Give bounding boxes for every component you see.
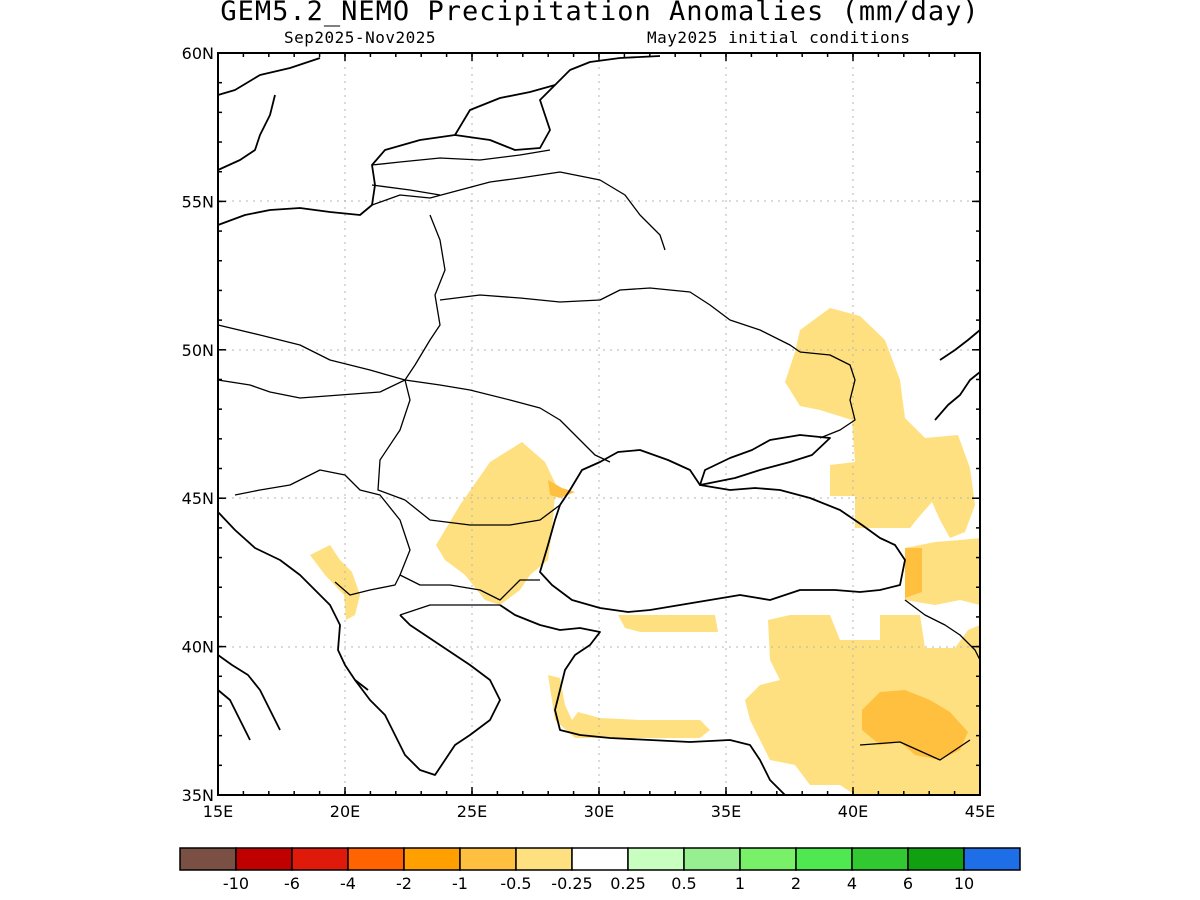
colorbar-swatch	[235, 847, 293, 871]
lon-tick-label: 25E	[457, 802, 487, 821]
anomaly-area-russia-east	[785, 308, 975, 538]
anomaly-area-caucasus	[905, 538, 980, 605]
lon-tick-label: 40E	[838, 802, 868, 821]
baltic-coast	[217, 55, 661, 226]
lon-tick-label: 45E	[965, 802, 995, 821]
border-turkey-east	[859, 599, 981, 761]
colorbar-label: -2	[396, 874, 412, 893]
colorbar-label: 1	[735, 874, 745, 893]
axis-ticks	[217, 52, 981, 796]
border-romania-moldova	[404, 379, 611, 463]
colorbar-swatch	[403, 847, 461, 871]
colorbar-swatch	[907, 847, 965, 871]
border-hungary	[217, 324, 411, 501]
colorbar-label: -0.5	[500, 874, 531, 893]
lat-tick-label: 35N	[182, 786, 214, 805]
initial-conditions: May2025 initial conditions	[647, 28, 911, 47]
forecast-period: Sep2025-Nov2025	[284, 28, 436, 47]
lat-tick-label: 45N	[182, 489, 214, 508]
coastlines	[217, 55, 981, 796]
colorbar-swatch	[571, 847, 629, 871]
longitude-axis: 15E 20E 25E 30E 35E 40E 45E	[203, 802, 995, 821]
colorbar-label: 0.25	[610, 874, 646, 893]
colorbar-label: 6	[903, 874, 913, 893]
border-poland-east	[404, 214, 446, 381]
lat-tick-label: 55N	[182, 192, 214, 211]
border-belarus-north	[371, 171, 666, 251]
colorbar-label: -6	[284, 874, 300, 893]
colorbar-swatch	[347, 847, 405, 871]
italy-coast	[217, 654, 281, 741]
colorbar-label: 0.5	[671, 874, 696, 893]
border-russia-ukraine	[799, 351, 856, 439]
anomaly-area-anatolia-north	[618, 615, 718, 632]
adriatic-coast	[217, 511, 369, 691]
lon-tick-label: 20E	[330, 802, 360, 821]
lon-tick-label: 30E	[584, 802, 614, 821]
border-bulgaria	[399, 574, 540, 616]
colorbar-swatch	[291, 847, 349, 871]
anomaly-core-caucasus	[905, 548, 922, 598]
colorbar-swatch	[851, 847, 909, 871]
colorbar-label: -10	[223, 874, 249, 893]
anomaly-area-turkey-east	[745, 615, 980, 795]
greece-coast	[354, 614, 501, 776]
gridlines	[218, 53, 980, 795]
colorbar-swatch	[683, 847, 741, 871]
border-slovakia-czech	[217, 379, 406, 399]
colorbar	[179, 847, 1021, 871]
colorbar-swatch	[963, 847, 1021, 871]
lat-tick-label: 60N	[182, 44, 214, 63]
colorbar-swatch	[515, 847, 573, 871]
lon-tick-label: 15E	[203, 802, 233, 821]
lat-tick-label: 50N	[182, 341, 214, 360]
colorbar-swatch	[179, 847, 237, 871]
colorbar-swatch	[795, 847, 853, 871]
anomaly-area-anatolia-south	[548, 675, 710, 738]
lon-tick-label: 35E	[711, 802, 741, 821]
colorbar-label: -4	[340, 874, 356, 893]
colorbar-labels: -10 -6 -4 -2 -1 -0.5 -0.25 0.25 0.5 1 2 4 6 10	[223, 874, 974, 893]
colorbar-swatch	[627, 847, 685, 871]
colorbar-label: 2	[791, 874, 801, 893]
colorbar-swatch	[459, 847, 517, 871]
anomaly-area-balkans-romania	[436, 442, 556, 605]
black-sea-coast	[539, 449, 906, 613]
lat-tick-label: 40N	[182, 638, 214, 657]
caspian-coast	[934, 329, 981, 421]
border-romania-south	[404, 499, 561, 526]
colorbar-label: -1	[452, 874, 468, 893]
colorbar-label: 10	[954, 874, 974, 893]
border-latvia-estonia	[371, 149, 551, 196]
latitude-axis: 35N 40N 45N 50N 55N 60N	[182, 44, 214, 805]
map-title: GEM5.2_NEMO Precipitation Anomalies (mm/…	[220, 0, 980, 27]
scandinavia-coast	[217, 57, 321, 171]
border-ukraine-north	[439, 287, 801, 353]
border-balkans	[234, 469, 411, 596]
borders	[217, 149, 981, 761]
colorbar-label: 4	[847, 874, 857, 893]
colorbar-swatch	[739, 847, 797, 871]
gulf-of-finland	[454, 84, 556, 136]
colorbar-label: -0.25	[551, 874, 592, 893]
azov-sea-coast	[699, 434, 831, 486]
aegean-turkey-coast	[499, 604, 786, 796]
